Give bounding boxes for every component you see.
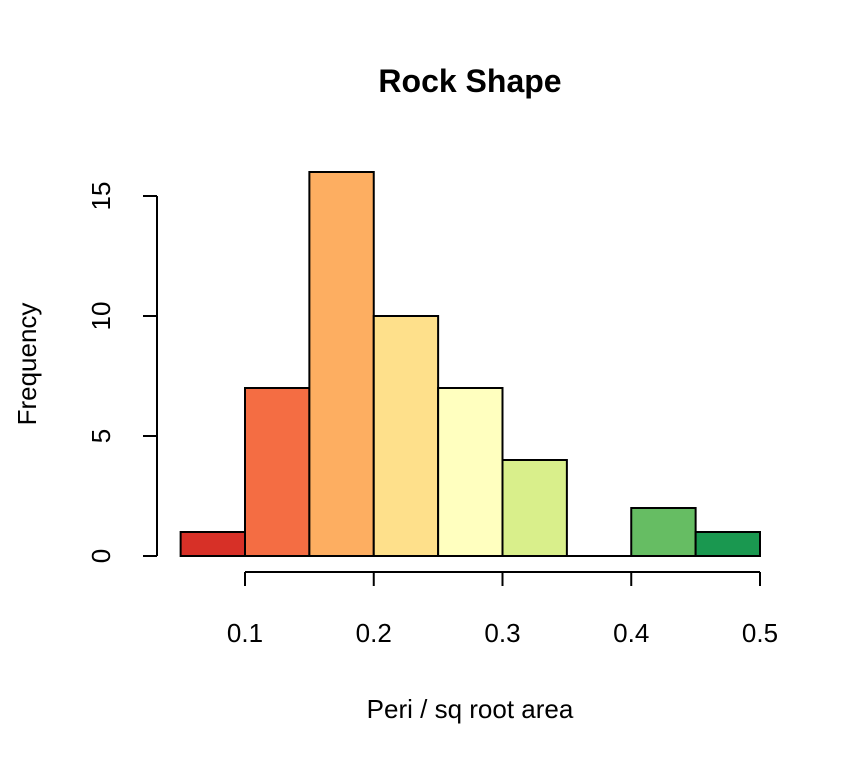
y-tick-label: 0 [86,549,116,563]
histogram-bar-3 [372,315,440,557]
histogram-bar-7 [630,507,697,557]
x-tick-label: 0.4 [613,618,649,648]
y-tick-label: 5 [86,429,116,443]
histogram-bar-1 [244,387,311,557]
chart-title: Rock Shape [378,63,561,99]
y-tick-label: 10 [86,302,116,331]
x-tick-label: 0.1 [227,618,263,648]
histogram-bar-2 [308,171,375,557]
y-axis: 0 5 10 15 [86,182,158,563]
x-tick-label: 0.3 [484,618,520,648]
x-axis: 0.1 0.2 0.3 0.4 0.5 [227,571,778,648]
histogram-bar-5 [501,459,568,557]
x-axis-label: Peri / sq root area [367,694,574,724]
x-tick-label: 0.2 [356,618,392,648]
histogram-bar-0 [179,531,246,557]
histogram-bar-8 [694,531,761,557]
histogram-bar-4 [437,387,504,557]
y-axis-label: Frequency [12,303,42,426]
x-tick-label: 0.5 [742,618,778,648]
bars-group [179,171,761,557]
y-tick-label: 15 [86,182,116,211]
